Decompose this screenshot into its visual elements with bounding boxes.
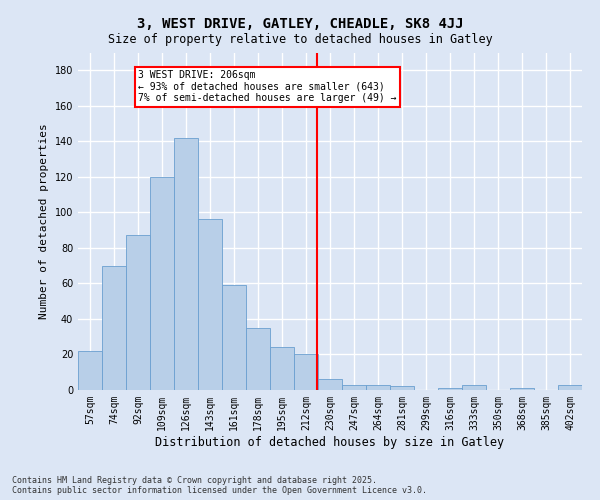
Text: Size of property relative to detached houses in Gatley: Size of property relative to detached ho… (107, 32, 493, 46)
Bar (246, 328, 270, 390)
Bar (462, 384, 486, 390)
Text: 3 WEST DRIVE: 206sqm
← 93% of detached houses are smaller (643)
7% of semi-detac: 3 WEST DRIVE: 206sqm ← 93% of detached h… (138, 70, 397, 104)
Bar (510, 388, 534, 390)
Bar (558, 384, 582, 390)
Bar (318, 380, 342, 390)
Bar (174, 138, 198, 390)
Bar (222, 285, 246, 390)
Bar (198, 220, 222, 390)
Bar (366, 384, 390, 390)
Bar (126, 236, 150, 390)
Bar (342, 384, 366, 390)
Text: Contains HM Land Registry data © Crown copyright and database right 2025.
Contai: Contains HM Land Registry data © Crown c… (12, 476, 427, 495)
Bar (102, 266, 126, 390)
Bar (150, 177, 174, 390)
X-axis label: Distribution of detached houses by size in Gatley: Distribution of detached houses by size … (155, 436, 505, 448)
Y-axis label: Number of detached properties: Number of detached properties (39, 124, 49, 319)
Bar (294, 354, 318, 390)
Bar (270, 348, 294, 390)
Text: 3, WEST DRIVE, GATLEY, CHEADLE, SK8 4JJ: 3, WEST DRIVE, GATLEY, CHEADLE, SK8 4JJ (137, 18, 463, 32)
Bar (438, 388, 462, 390)
Bar (78, 351, 102, 390)
Bar (390, 386, 414, 390)
